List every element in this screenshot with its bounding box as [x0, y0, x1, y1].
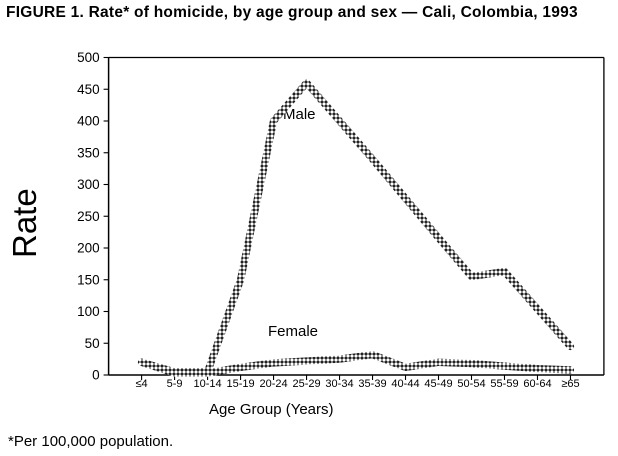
- svg-text:300: 300: [77, 177, 100, 192]
- svg-text:250: 250: [77, 209, 100, 224]
- svg-text:200: 200: [77, 241, 100, 256]
- svg-text:350: 350: [77, 145, 100, 160]
- svg-text:400: 400: [77, 114, 100, 129]
- svg-text:50: 50: [85, 336, 100, 351]
- svg-text:450: 450: [77, 82, 100, 97]
- svg-text:0: 0: [92, 368, 100, 383]
- svg-text:150: 150: [77, 272, 100, 287]
- svg-text:100: 100: [77, 304, 100, 319]
- svg-text:500: 500: [77, 50, 100, 65]
